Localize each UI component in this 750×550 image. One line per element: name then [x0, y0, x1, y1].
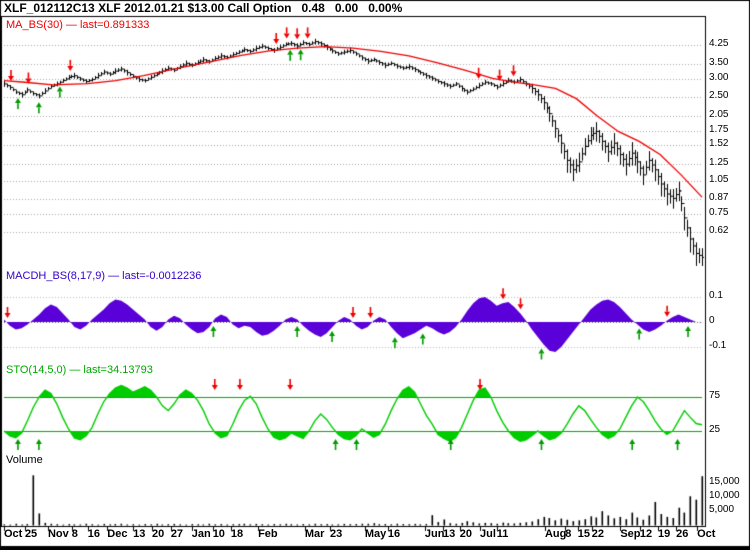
price-axis-label: 1.25: [709, 157, 729, 169]
date-label: 25: [24, 528, 38, 540]
macd-axis-label: -0.1: [709, 340, 727, 351]
price-axis-label: 0.75: [709, 206, 729, 218]
price-axis-label: 2.50: [709, 89, 729, 101]
date-label: 16: [387, 528, 401, 540]
volume-axis-label: 15,000: [709, 475, 740, 487]
date-label: 13: [443, 528, 456, 540]
date-label: 22: [591, 528, 604, 540]
date-label: Jul: [480, 528, 496, 540]
price-axis-label: 4.25: [709, 38, 729, 49]
date-label: 16: [87, 528, 100, 540]
date-label: Jan: [191, 528, 211, 540]
sto-axis-label: 25: [709, 424, 721, 435]
price-axis-label: 1.75: [709, 124, 729, 136]
date-label: Mar: [304, 528, 325, 540]
date-label: 15: [577, 528, 590, 540]
volume-axis-label: 5,000: [709, 504, 735, 516]
sto-panel-label: STO(14,5,0) — last=34.13793: [6, 364, 153, 376]
date-label: 26: [676, 528, 689, 540]
date-label: Nov: [47, 528, 69, 540]
macd-axis-label: 0.1: [709, 290, 723, 301]
price-axis-label: 0.87: [709, 192, 729, 204]
macd-panel-label: MACDH_BS(8,17,9) — last=-0.0012236: [6, 270, 202, 282]
price-axis-label: 3.50: [709, 56, 729, 68]
date-label: Oct: [697, 528, 716, 540]
macd-axis-label: 0: [709, 315, 715, 326]
date-label: 19: [658, 528, 671, 540]
date-label: Aug: [544, 528, 567, 540]
date-label: Feb: [258, 528, 278, 540]
date-label: 8: [71, 528, 78, 540]
volume-axis-label: 10,000: [709, 489, 740, 501]
date-label: 20: [151, 528, 165, 540]
date-label: 27: [170, 528, 184, 540]
date-label: 18: [230, 528, 244, 540]
date-label: 20: [459, 528, 473, 540]
price-axis-label: 1.05: [709, 174, 729, 186]
date-label: Sep: [620, 528, 641, 540]
price-axis-label: 2.05: [709, 109, 729, 120]
price-axis-label: 0.62: [709, 225, 729, 237]
chart-title: XLF_012112C13 XLF 2012.01.21 $13.00 Call…: [4, 1, 403, 15]
date-label: Dec: [107, 528, 128, 540]
date-label: May: [364, 528, 387, 540]
date-label: Oct: [4, 528, 23, 540]
price-axis-label: 3.00: [709, 71, 729, 83]
date-label: 13: [133, 528, 146, 540]
date-label: 8: [565, 528, 572, 540]
date-label: 10: [212, 528, 225, 540]
date-label: 12: [639, 528, 653, 540]
price-axis-label: 1.52: [709, 138, 729, 150]
volume-panel-label: Volume: [6, 454, 43, 466]
date-label: 11: [496, 528, 509, 540]
date-label: 23: [329, 528, 343, 540]
sto-axis-label: 75: [709, 390, 721, 401]
date-label: Jun: [424, 528, 445, 540]
price-panel-label: MA_BS(30) — last=0.891333: [6, 19, 150, 31]
